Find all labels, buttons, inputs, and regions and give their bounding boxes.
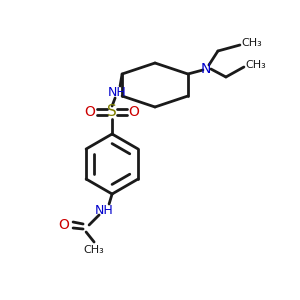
Text: N: N	[201, 62, 211, 76]
Text: CH₃: CH₃	[245, 60, 266, 70]
Text: O: O	[129, 105, 140, 119]
Text: O: O	[59, 218, 70, 232]
Text: NH: NH	[108, 85, 127, 98]
Text: O: O	[85, 105, 95, 119]
Text: S: S	[107, 104, 117, 119]
Text: CH₃: CH₃	[242, 38, 262, 48]
Text: NH: NH	[95, 203, 113, 217]
Text: CH₃: CH₃	[84, 245, 104, 255]
